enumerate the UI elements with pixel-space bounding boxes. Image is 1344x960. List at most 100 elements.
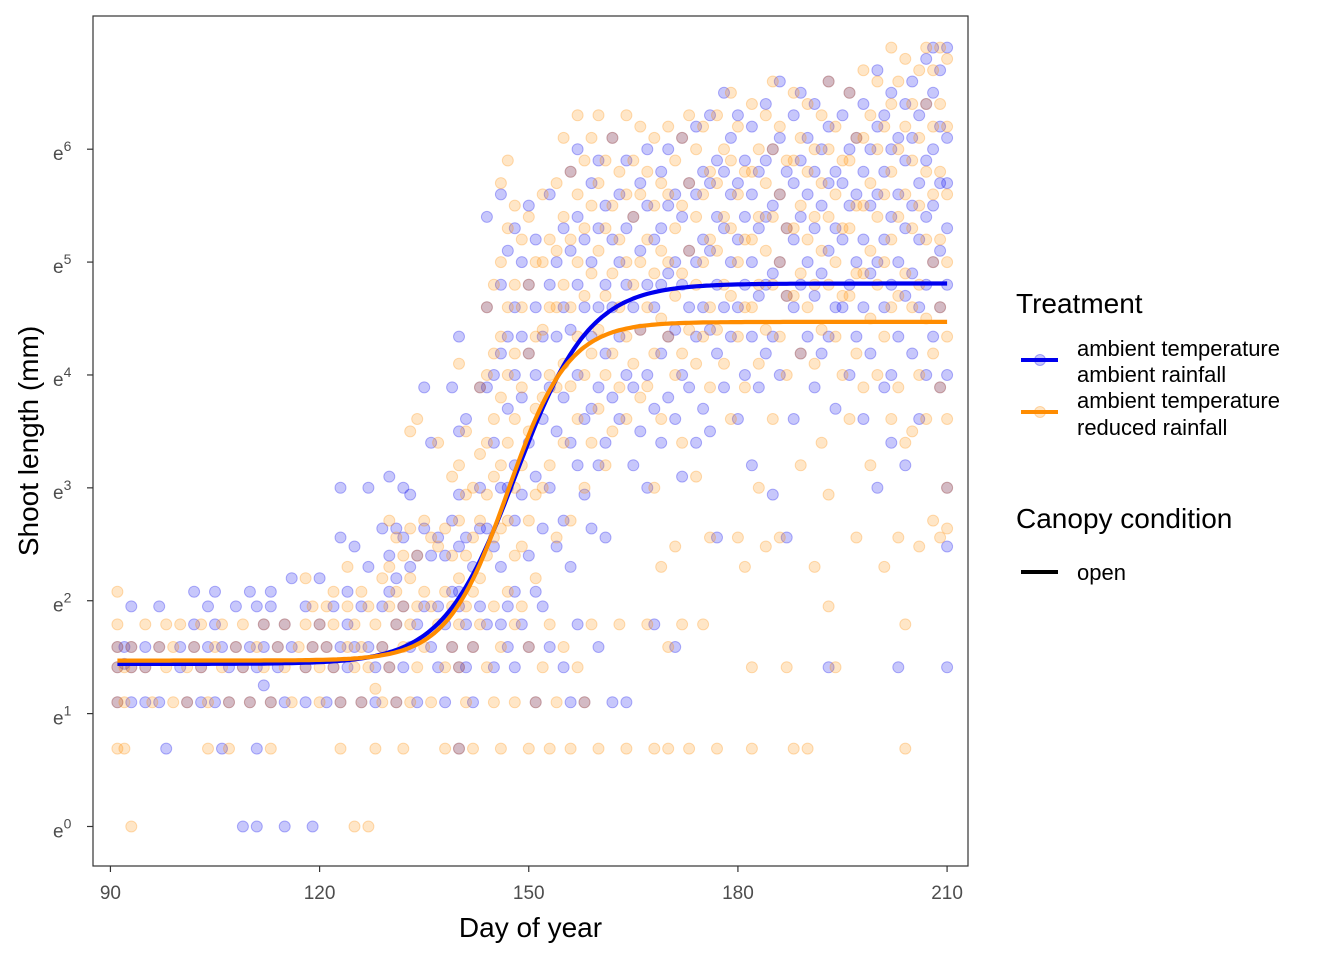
data-point <box>390 572 403 585</box>
data-point <box>634 391 647 404</box>
data-point <box>697 233 710 246</box>
data-point <box>683 244 696 257</box>
data-point <box>829 661 842 674</box>
data-point <box>320 641 333 653</box>
data-point <box>306 641 319 653</box>
data-point <box>927 256 940 269</box>
data-point <box>662 391 675 404</box>
data-point <box>941 256 954 269</box>
data-point <box>480 661 493 674</box>
data-point <box>355 696 368 709</box>
data-point <box>843 369 856 381</box>
data-point <box>494 188 507 201</box>
data-point <box>780 661 793 674</box>
data-point <box>718 210 730 223</box>
data-point <box>815 109 828 122</box>
data-point <box>766 413 779 425</box>
data-point <box>111 742 124 755</box>
data-point <box>745 459 758 472</box>
data-point <box>885 413 898 425</box>
data-point <box>564 323 577 336</box>
data-point <box>508 278 521 291</box>
data-point <box>934 244 947 257</box>
data-point <box>501 244 514 257</box>
data-point <box>801 330 814 343</box>
data-point <box>627 381 640 394</box>
data-point <box>278 696 291 709</box>
data-point <box>522 278 535 291</box>
data-point <box>578 301 591 314</box>
panel-border <box>92 15 969 867</box>
data-point <box>487 696 500 709</box>
data-point <box>376 696 389 709</box>
data-point <box>404 425 417 438</box>
data-point <box>801 98 814 110</box>
data-point <box>327 585 340 598</box>
data-point <box>271 641 284 653</box>
data-point <box>641 143 654 156</box>
data-point <box>501 585 514 598</box>
data-point <box>564 301 577 314</box>
data-point <box>620 256 633 269</box>
data-point <box>494 278 507 291</box>
data-point <box>773 188 786 201</box>
data-point <box>160 742 173 755</box>
data-point <box>913 64 926 77</box>
data-point <box>432 531 445 544</box>
data-point <box>745 661 758 674</box>
data-point <box>669 256 682 269</box>
data-point <box>745 742 758 755</box>
data-point <box>787 177 800 190</box>
data-point <box>174 641 187 653</box>
data-point <box>620 413 633 425</box>
data-point <box>404 560 417 573</box>
data-point <box>773 188 786 201</box>
data-point <box>299 618 312 631</box>
data-point <box>529 696 542 709</box>
data-point <box>599 347 612 360</box>
data-point <box>292 641 305 653</box>
data-point <box>250 820 263 833</box>
data-point <box>864 347 877 360</box>
data-point <box>487 369 500 381</box>
data-point <box>759 347 772 360</box>
data-point <box>641 233 654 246</box>
data-point <box>285 572 298 585</box>
data-point <box>822 120 835 133</box>
legend-key-point <box>1034 406 1046 418</box>
data-point <box>906 154 919 167</box>
data-point <box>209 696 221 709</box>
data-point <box>508 618 521 631</box>
data-point <box>752 222 765 235</box>
data-point <box>871 143 884 156</box>
data-point <box>404 522 417 535</box>
data-point <box>731 188 744 201</box>
data-point <box>745 98 758 110</box>
data-point <box>794 459 807 472</box>
data-point <box>153 641 166 653</box>
data-point <box>641 165 654 178</box>
data-point <box>515 540 528 553</box>
data-point <box>425 600 438 613</box>
data-point <box>718 381 730 394</box>
data-point <box>676 210 689 223</box>
data-point <box>578 481 591 494</box>
data-point <box>885 301 898 314</box>
data-point <box>620 222 633 235</box>
data-point <box>655 347 668 360</box>
data-point <box>927 256 940 269</box>
x-axis-title: Day of year <box>459 912 602 943</box>
data-point <box>515 391 528 404</box>
data-point <box>704 233 716 246</box>
data-point <box>571 188 584 201</box>
data-point <box>355 585 368 598</box>
data-point <box>592 381 605 394</box>
data-point <box>418 514 431 527</box>
data-point <box>369 661 382 674</box>
data-point <box>843 154 856 167</box>
data-point <box>383 514 396 527</box>
data-point <box>474 600 486 613</box>
data-point <box>634 244 647 257</box>
data-point <box>731 233 744 246</box>
data-point <box>355 696 368 709</box>
